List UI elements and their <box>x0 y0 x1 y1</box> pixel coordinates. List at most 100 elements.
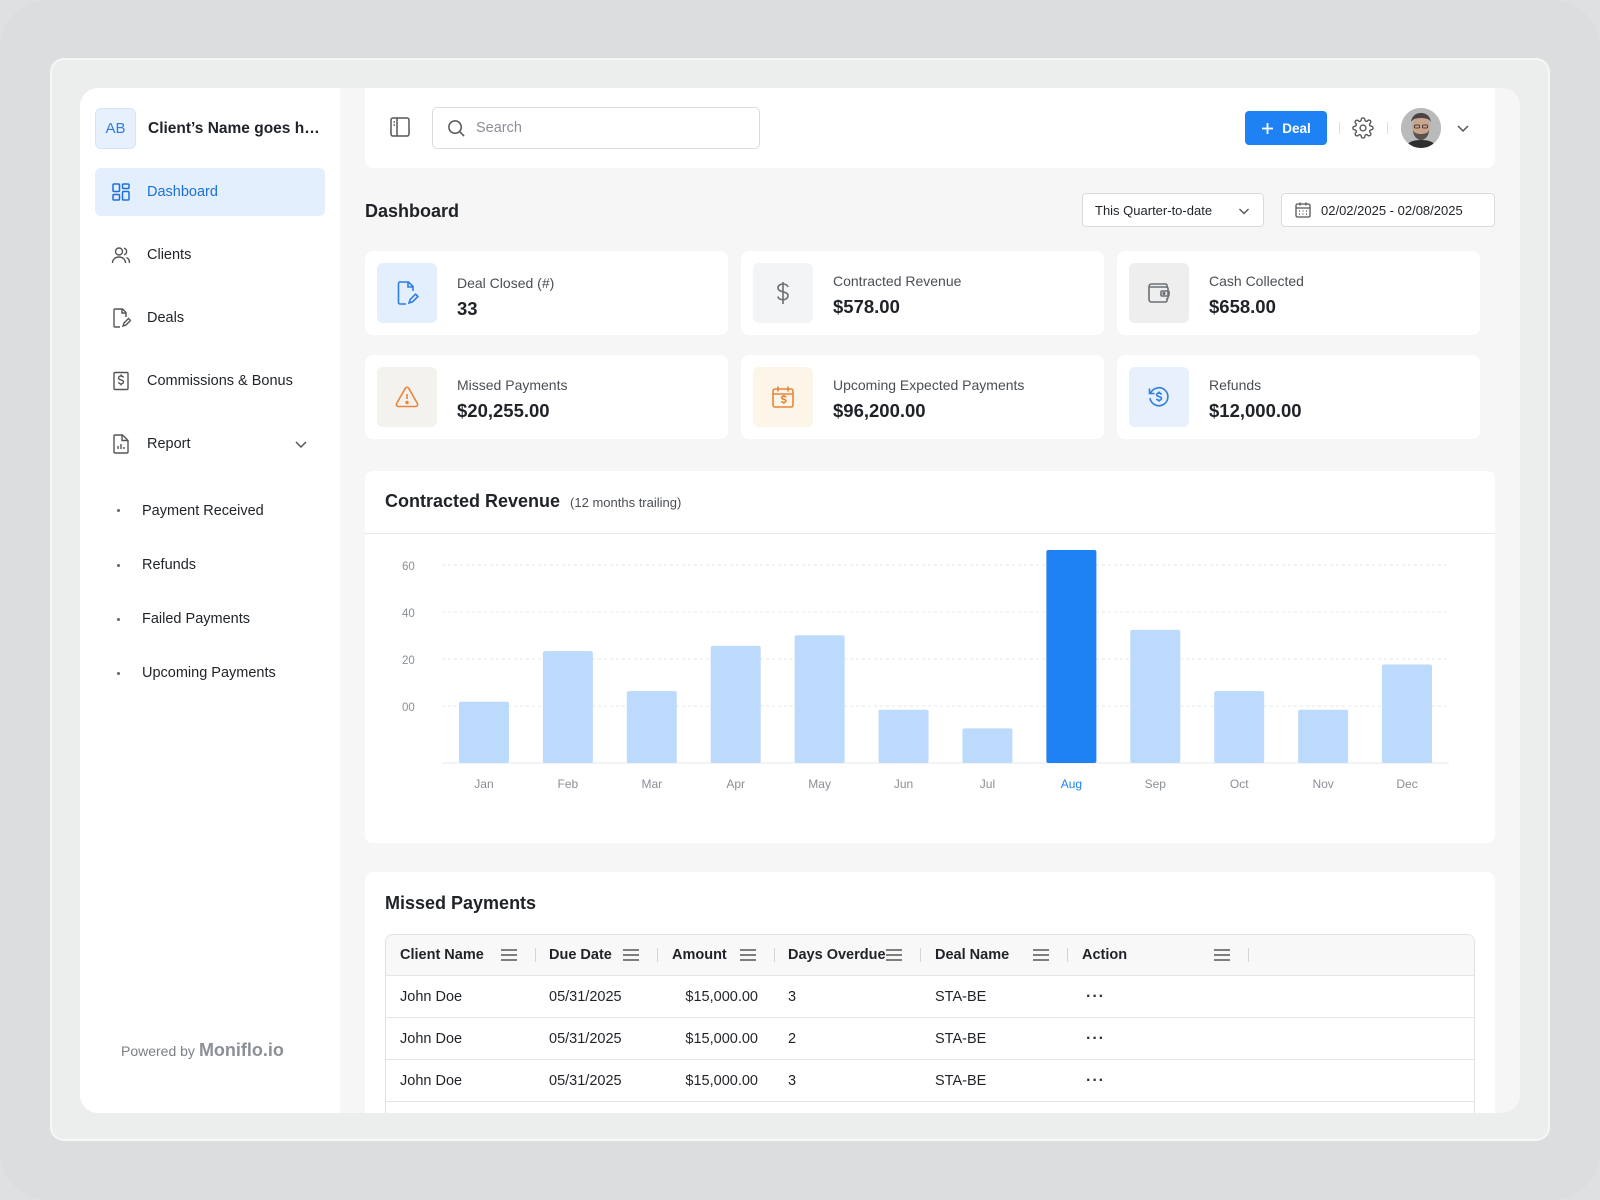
kpi-card-refunds[interactable]: Refunds $12,000.00 <box>1117 355 1480 439</box>
bar-jan[interactable] <box>458 701 509 763</box>
sidebar-item-dashboard[interactable]: Dashboard <box>95 168 325 216</box>
bar-oct[interactable] <box>1214 691 1265 763</box>
column-header-client-name[interactable]: Client Name <box>400 935 536 975</box>
sidebar-item-clients[interactable]: Clients <box>95 231 325 279</box>
column-header-label: Due Date <box>549 947 612 963</box>
contracted-revenue-chart-card: Contracted Revenue (12 months trailing) … <box>365 471 1495 843</box>
bar-apr[interactable] <box>710 645 761 763</box>
column-header-due-date[interactable]: Due Date <box>549 935 658 975</box>
refund-icon <box>1148 386 1169 407</box>
table-row[interactable] <box>386 1101 1474 1113</box>
kpi-label: Deal Closed (#) <box>457 275 555 291</box>
column-resize-handle[interactable] <box>1248 948 1249 962</box>
sidebar-item-label: Clients <box>147 247 192 263</box>
powered-by-label: Powered by <box>121 1043 195 1059</box>
x-tick-label: Feb <box>558 777 579 791</box>
table-row[interactable]: John Doe 05/31/2025 $15,000.00 2 STA-BE … <box>386 1017 1474 1060</box>
kpi-card-deal-closed[interactable]: Deal Closed (#) 33 <box>365 251 728 335</box>
search-input[interactable] <box>476 120 736 136</box>
sidebar-item-deals[interactable]: Deals <box>95 294 325 342</box>
search-box[interactable] <box>432 107 760 149</box>
column-menu-icon[interactable] <box>1213 947 1231 963</box>
chart-title: Contracted Revenue <box>385 491 561 511</box>
bar-nov[interactable] <box>1298 709 1349 763</box>
kpi-icon-tile <box>377 263 437 323</box>
add-deal-label: Deal <box>1282 120 1311 136</box>
more-actions-icon[interactable]: ··· <box>1086 1072 1105 1089</box>
sidebar-toggle-icon[interactable] <box>389 116 411 138</box>
column-menu-icon[interactable] <box>1032 947 1050 963</box>
column-menu-icon[interactable] <box>500 947 518 963</box>
column-menu-icon[interactable] <box>739 947 757 963</box>
brand-logo-text[interactable]: Moniflo.io <box>198 1040 284 1060</box>
bar-may[interactable] <box>794 635 845 763</box>
column-header-label: Deal Name <box>935 947 1010 963</box>
sidebar-item-commissions[interactable]: Commissions & Bonus <box>95 357 325 405</box>
bar-mar[interactable] <box>626 691 677 763</box>
y-tick-label: 00 <box>402 702 415 714</box>
bullet-icon <box>117 563 120 567</box>
column-header-amount[interactable]: Amount <box>672 935 775 975</box>
bar-feb[interactable] <box>542 651 593 763</box>
gear-icon[interactable] <box>1352 117 1374 139</box>
add-deal-button[interactable]: Deal <box>1245 111 1327 145</box>
sidebar-item-label: Report <box>147 436 191 452</box>
column-resize-handle[interactable] <box>1067 948 1068 962</box>
kpi-card-missed-payments[interactable]: Missed Payments $20,255.00 <box>365 355 728 439</box>
x-tick-label: Jun <box>894 777 913 791</box>
cell-deal-name: STA-BE <box>935 989 987 1005</box>
kpi-icon-tile <box>377 367 437 427</box>
kpi-label: Cash Collected <box>1209 273 1304 289</box>
sidebar-subitem-label: Payment Received <box>142 502 264 519</box>
column-resize-handle[interactable] <box>920 948 921 962</box>
column-menu-icon[interactable] <box>885 947 903 963</box>
kpi-label: Missed Payments <box>457 377 568 393</box>
sidebar-item-label: Dashboard <box>147 184 218 200</box>
column-resize-handle[interactable] <box>535 948 536 962</box>
sidebar-subitem-upcoming-payments[interactable]: Upcoming Payments <box>95 646 325 700</box>
kpi-card-contracted-revenue[interactable]: Contracted Revenue $578.00 <box>741 251 1104 335</box>
period-select[interactable]: This Quarter-to-date <box>1082 193 1264 227</box>
sidebar: AB Client’s Name goes her... Dashboard C… <box>80 88 340 1113</box>
column-header-days-overdue[interactable]: Days Overdue <box>788 935 921 975</box>
bar-jul[interactable] <box>962 728 1013 763</box>
kpi-card-cash-collected[interactable]: Cash Collected $658.00 <box>1117 251 1480 335</box>
kpi-label: Refunds <box>1209 377 1262 393</box>
page-title: Dashboard <box>365 201 460 221</box>
user-avatar[interactable] <box>1401 108 1441 148</box>
kpi-value: $20,255.00 <box>457 400 550 421</box>
table-title: Missed Payments <box>385 893 537 913</box>
table-row[interactable]: John Doe 05/31/2025 $15,000.00 3 STA-BE … <box>386 975 1474 1018</box>
bar-sep[interactable] <box>1130 629 1181 763</box>
more-actions-icon[interactable]: ··· <box>1086 988 1105 1005</box>
sidebar-subitem-failed-payments[interactable]: Failed Payments <box>95 592 325 646</box>
wallet-icon <box>1148 283 1170 303</box>
kpi-card-upcoming-expected-payments[interactable]: Upcoming Expected Payments $96,200.00 <box>741 355 1104 439</box>
bar-aug[interactable] <box>1046 550 1097 763</box>
column-resize-handle[interactable] <box>774 948 775 962</box>
cell-amount: $15,000.00 <box>685 1031 758 1047</box>
more-actions-icon[interactable]: ··· <box>1086 1030 1105 1047</box>
cell-client-name: John Doe <box>400 1073 463 1089</box>
missed-payments-card: Missed Payments Client Name Due Date Amo… <box>365 872 1495 1113</box>
cell-amount: $15,000.00 <box>685 989 758 1005</box>
chart-header: Contracted Revenue (12 months trailing) <box>385 491 681 512</box>
cell-client-name: John Doe <box>400 1031 463 1047</box>
client-switcher[interactable]: AB Client’s Name goes her... <box>95 108 328 149</box>
kpi-value: $578.00 <box>833 296 900 317</box>
column-menu-icon[interactable] <box>622 947 640 963</box>
sidebar-subitem-payment-received[interactable]: Payment Received <box>95 483 325 538</box>
table-row[interactable]: John Doe 05/31/2025 $15,000.00 3 STA-BE … <box>386 1059 1474 1102</box>
column-header-deal-name[interactable]: Deal Name <box>935 935 1068 975</box>
sidebar-item-report[interactable]: Report <box>95 420 325 468</box>
chevron-down-icon[interactable] <box>1455 120 1471 136</box>
bar-jun[interactable] <box>878 709 929 763</box>
cell-days-overdue: 3 <box>788 1073 797 1089</box>
plus-icon <box>1262 122 1274 134</box>
date-range-picker[interactable]: 02/02/2025 - 02/08/2025 <box>1281 193 1495 227</box>
column-header-action[interactable]: Action <box>1082 935 1249 975</box>
sidebar-subitem-refunds[interactable]: Refunds <box>95 538 325 592</box>
topbar: Deal <box>365 88 1495 168</box>
bar-dec[interactable] <box>1382 664 1433 763</box>
column-resize-handle[interactable] <box>657 948 658 962</box>
